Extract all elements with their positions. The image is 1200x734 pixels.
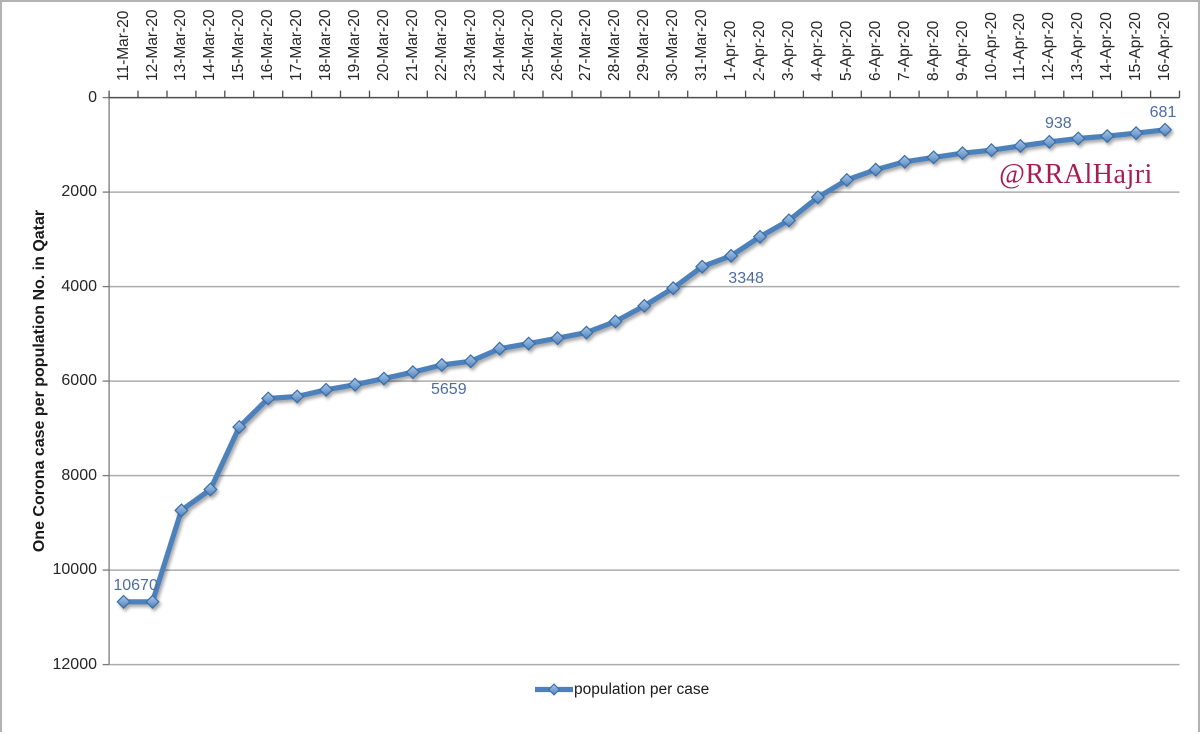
x-axis-label: 29-Mar-20	[635, 9, 653, 82]
x-axis-label: 14-Mar-20	[201, 9, 219, 82]
x-axis-label: 31-Mar-20	[693, 9, 711, 82]
data-point-marker	[232, 419, 247, 435]
x-axis-label: 14-Apr-20	[1098, 12, 1116, 81]
x-axis-label: 10-Apr-20	[982, 12, 1000, 81]
legend-marker-icon	[535, 683, 573, 696]
data-point-marker	[492, 341, 507, 356]
x-axis-label: 19-Mar-20	[346, 9, 363, 82]
x-axis-label: 6-Apr-20	[866, 20, 884, 81]
data-point-marker	[347, 377, 363, 392]
x-axis-label: 16-Apr-20	[1156, 12, 1173, 81]
x-axis-label: 27-Mar-20	[577, 9, 595, 82]
data-label: 681	[1149, 103, 1177, 121]
y-axis-tick-label: 4000	[61, 277, 97, 295]
data-point-marker	[261, 391, 276, 406]
x-axis-label: 15-Apr-20	[1127, 12, 1145, 81]
data-point-marker	[203, 482, 218, 497]
x-axis-label: 22-Mar-20	[432, 9, 450, 82]
x-axis-label: 30-Mar-20	[664, 9, 682, 82]
x-axis-label: 20-Mar-20	[374, 9, 392, 82]
data-point-marker	[695, 259, 710, 274]
data-label: 938	[1044, 114, 1072, 132]
data-point-marker	[839, 172, 854, 188]
data-point-marker	[579, 325, 594, 340]
x-axis-label: 9-Apr-20	[953, 20, 971, 81]
x-axis-label: 26-Mar-20	[548, 9, 566, 82]
y-axis-tick-label: 6000	[61, 372, 97, 390]
x-axis-label: 16-Mar-20	[259, 9, 277, 82]
data-point-marker	[608, 314, 623, 329]
watermark: @RRAlHajri	[999, 159, 1153, 190]
series-population-per-case	[116, 122, 1173, 609]
data-point-marker	[1157, 122, 1173, 137]
data-point-marker	[752, 229, 768, 244]
legend-label: population per case	[574, 681, 710, 698]
y-axis-tick-label: 8000	[61, 466, 97, 484]
data-label: 5659	[431, 381, 467, 398]
x-axis-label: 24-Mar-20	[490, 9, 508, 82]
y-axis-tick-label: 12000	[52, 655, 98, 673]
x-axis-label: 8-Apr-20	[924, 20, 942, 81]
series-line	[120, 127, 1168, 605]
data-label: 3348	[728, 269, 764, 287]
data-point-marker	[1128, 126, 1144, 141]
x-axis-label: 11-Apr-20	[1011, 13, 1029, 81]
data-point-marker	[897, 154, 912, 169]
x-axis-label: 17-Mar-20	[288, 9, 306, 82]
data-point-marker	[810, 190, 826, 205]
x-axis-label: 12-Mar-20	[143, 9, 161, 82]
x-axis-label: 21-Mar-20	[403, 9, 421, 82]
data-point-marker	[550, 331, 565, 346]
x-axis-label: 3-Apr-20	[779, 20, 797, 81]
data-point-marker	[868, 162, 883, 177]
data-point-marker	[318, 382, 334, 397]
data-point-marker	[1013, 138, 1028, 154]
x-axis-label: 5-Apr-20	[837, 20, 855, 81]
data-point-marker	[434, 357, 449, 373]
y-axis-tick-label: 0	[88, 88, 97, 106]
data-point-marker	[666, 281, 681, 296]
data-point-marker	[723, 248, 739, 263]
data-point-marker	[145, 594, 160, 609]
x-axis-label: 7-Apr-20	[895, 20, 913, 81]
y-axis-tick-label: 2000	[61, 183, 97, 201]
data-point-marker	[289, 389, 305, 404]
data-point-marker	[637, 298, 652, 314]
x-axis-label: 12-Apr-20	[1040, 12, 1058, 81]
x-axis-label: 15-Mar-20	[230, 9, 248, 82]
data-point-marker	[1042, 134, 1057, 150]
data-label: 10670	[113, 576, 158, 594]
x-axis-label: 2-Apr-20	[751, 20, 768, 81]
data-point-marker	[926, 150, 941, 165]
data-point-marker	[781, 213, 797, 228]
x-axis-label: 18-Mar-20	[317, 9, 335, 82]
data-point-marker	[984, 143, 999, 158]
x-axis-label: 25-Mar-20	[519, 9, 537, 82]
data-point-marker	[955, 146, 970, 161]
data-point-marker	[1100, 128, 1115, 144]
x-axis-label: 4-Apr-20	[808, 20, 826, 81]
x-axis-label: 13-Mar-20	[172, 9, 190, 82]
x-axis-label: 11-Mar-20	[114, 10, 132, 81]
data-point-marker	[405, 365, 421, 380]
data-point-marker	[376, 371, 392, 386]
x-axis-label: 13-Apr-20	[1069, 12, 1087, 81]
data-point-marker	[521, 336, 536, 351]
data-point-marker	[1071, 131, 1086, 146]
data-point-marker	[116, 594, 131, 609]
y-axis-tick-label: 10000	[52, 561, 98, 579]
x-axis-label: 1-Apr-20	[722, 20, 740, 81]
x-axis-label: 28-Mar-20	[606, 9, 624, 82]
data-point-marker	[174, 503, 189, 518]
x-axis-label: 23-Mar-20	[461, 9, 479, 82]
y-axis-title: One Corona case per population No. in Qa…	[31, 209, 48, 553]
data-point-marker	[463, 354, 478, 369]
